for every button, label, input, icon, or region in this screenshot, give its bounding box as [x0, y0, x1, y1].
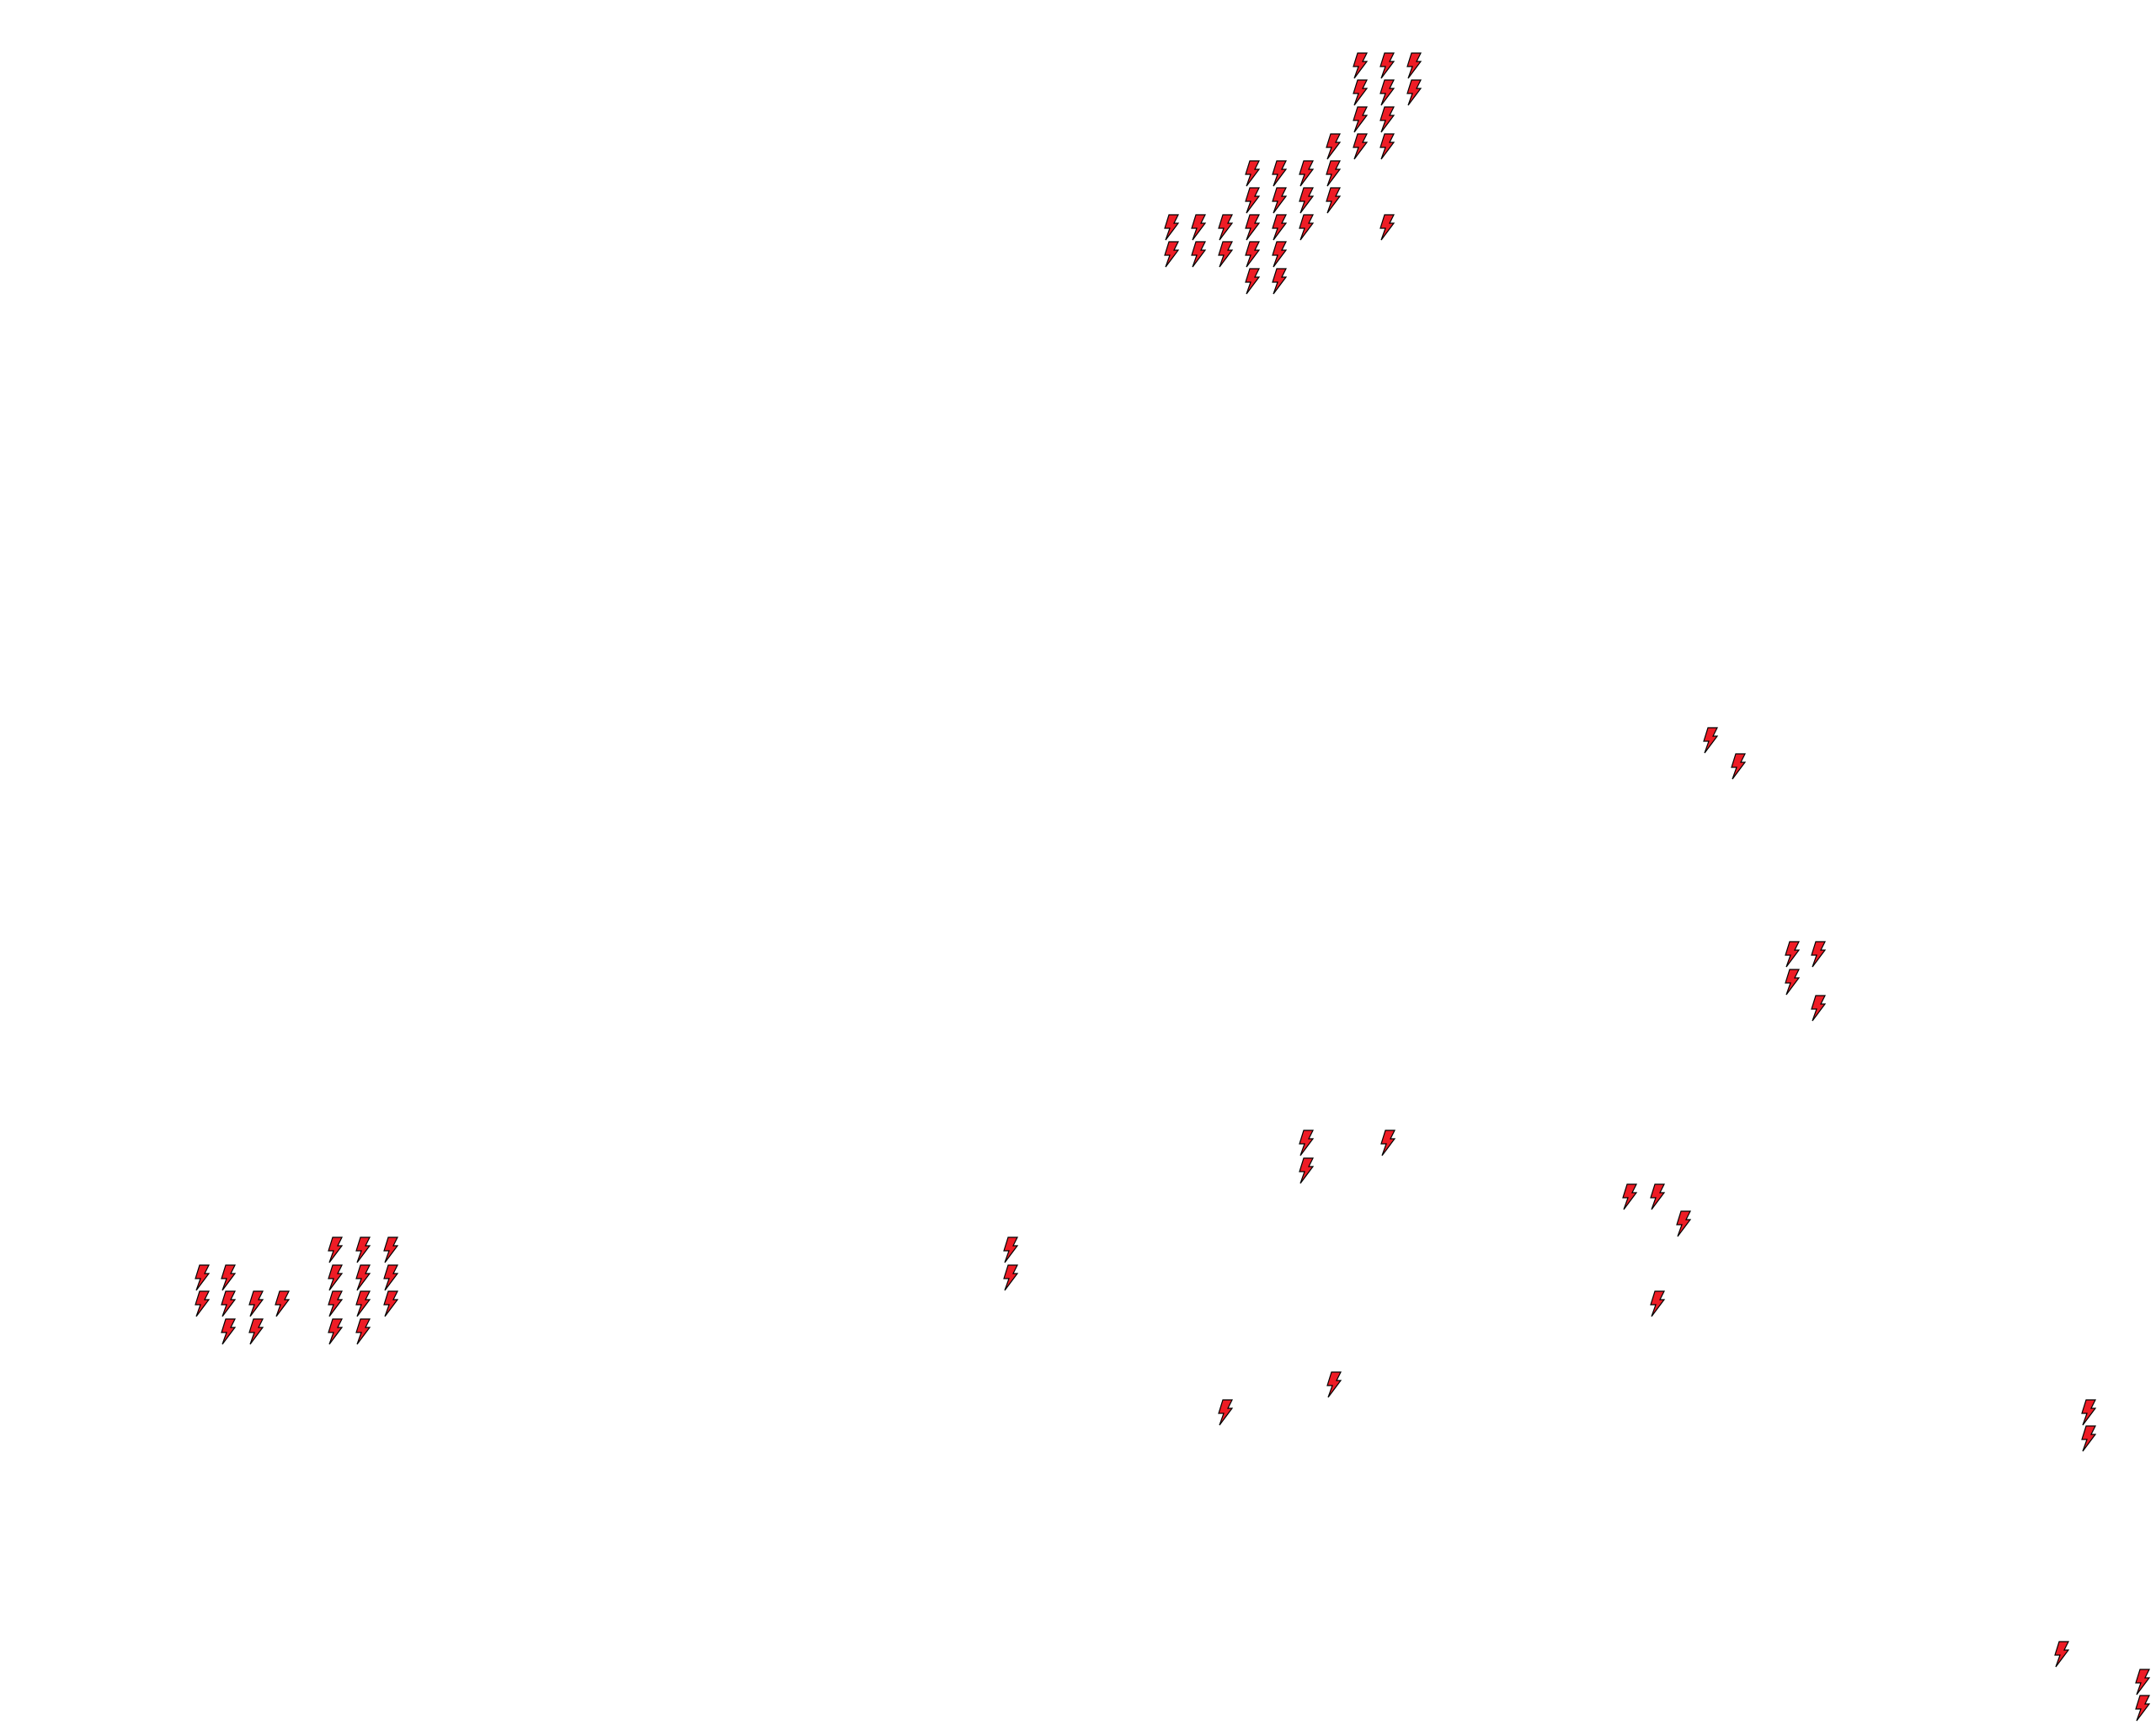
lightning-bolt-icon[interactable] [1379, 52, 1396, 79]
lightning-bolt-icon[interactable] [355, 1290, 371, 1317]
lightning-bolt-icon[interactable] [1379, 133, 1396, 160]
lightning-bolt-icon[interactable] [2080, 1425, 2097, 1452]
lightning-bolt-icon[interactable] [1163, 214, 1180, 241]
lightning-bolt-icon[interactable] [1730, 753, 1747, 780]
lightning-bolt-icon[interactable] [220, 1318, 237, 1345]
lightning-bolt-icon[interactable] [327, 1264, 344, 1291]
lightning-bolt-icon[interactable] [382, 1236, 399, 1263]
lightning-bolt-icon[interactable] [355, 1264, 371, 1291]
lightning-bolt-icon[interactable] [1675, 1210, 1692, 1237]
lightning-bolt-icon[interactable] [1217, 1399, 1234, 1426]
lightning-bolt-icon[interactable] [1190, 214, 1207, 241]
lightning-bolt-icon[interactable] [355, 1318, 371, 1345]
lightning-bolt-icon[interactable] [1190, 241, 1207, 268]
lightning-bolt-icon[interactable] [1649, 1290, 1666, 1317]
lightning-bolt-icon[interactable] [327, 1290, 344, 1317]
lightning-bolt-icon[interactable] [1352, 133, 1369, 160]
lightning-bolt-icon[interactable] [1784, 941, 1801, 968]
lightning-bolt-icon[interactable] [355, 1236, 371, 1263]
lightning-bolt-icon[interactable] [248, 1318, 264, 1345]
lightning-bolt-icon[interactable] [2134, 1695, 2151, 1722]
lightning-bolt-icon[interactable] [1298, 160, 1315, 187]
lightning-bolt-icon[interactable] [1244, 214, 1261, 241]
lightning-bolt-icon[interactable] [1298, 214, 1315, 241]
lightning-bolt-icon[interactable] [194, 1264, 211, 1291]
lightning-bolt-icon[interactable] [1326, 1371, 1342, 1398]
lightning-bolt-icon[interactable] [1298, 187, 1315, 214]
lightning-bolt-icon[interactable] [1002, 1264, 1019, 1291]
lightning-bolt-icon[interactable] [1352, 52, 1369, 79]
lightning-bolt-icon[interactable] [1621, 1183, 1638, 1210]
lightning-bolt-icon[interactable] [1217, 214, 1234, 241]
lightning-bolt-icon[interactable] [1271, 268, 1288, 295]
lightning-bolt-icon[interactable] [2134, 1669, 2151, 1696]
lightning-bolt-icon[interactable] [1379, 214, 1396, 241]
lightning-bolt-icon[interactable] [1002, 1236, 1019, 1263]
lightning-bolt-icon[interactable] [1271, 187, 1288, 214]
lightning-bolt-icon[interactable] [327, 1318, 344, 1345]
lightning-bolt-icon[interactable] [2053, 1641, 2070, 1668]
lightning-bolt-icon[interactable] [1244, 160, 1261, 187]
lightning-bolt-icon[interactable] [1784, 969, 1801, 996]
lightning-bolt-icon[interactable] [1163, 241, 1180, 268]
lightning-bolt-icon[interactable] [1244, 268, 1261, 295]
lightning-bolt-icon[interactable] [1380, 1130, 1396, 1156]
lightning-bolt-icon[interactable] [220, 1290, 237, 1317]
lightning-bolt-icon[interactable] [248, 1290, 264, 1317]
lightning-bolt-icon[interactable] [1810, 995, 1827, 1022]
lightning-bolt-icon[interactable] [1702, 727, 1719, 754]
lightning-bolt-icon[interactable] [1406, 52, 1422, 79]
lightning-bolt-icon[interactable] [1649, 1183, 1666, 1210]
lightning-bolt-icon[interactable] [1379, 106, 1396, 133]
lightning-bolt-icon[interactable] [1271, 214, 1288, 241]
lightning-bolt-icon[interactable] [194, 1290, 211, 1317]
lightning-bolt-icon[interactable] [1217, 241, 1234, 268]
lightning-bolt-icon[interactable] [1325, 187, 1342, 214]
lightning-bolt-icon[interactable] [1352, 79, 1369, 106]
lightning-bolt-icon[interactable] [1352, 106, 1369, 133]
lightning-bolt-icon[interactable] [1271, 160, 1288, 187]
lightning-bolt-icon[interactable] [1298, 1130, 1315, 1156]
lightning-bolt-icon[interactable] [1810, 941, 1827, 968]
lightning-bolt-icon[interactable] [1271, 241, 1288, 268]
lightning-bolt-icon[interactable] [1325, 160, 1342, 187]
lightning-bolt-icon[interactable] [382, 1290, 399, 1317]
lightning-bolt-icon[interactable] [327, 1236, 344, 1263]
lightning-bolt-icon[interactable] [220, 1264, 237, 1291]
lightning-bolt-icon[interactable] [1244, 241, 1261, 268]
lightning-bolt-icon[interactable] [1244, 187, 1261, 214]
lightning-bolt-icon[interactable] [1406, 79, 1422, 106]
lightning-bolt-icon[interactable] [1325, 133, 1342, 160]
lightning-bolt-icon[interactable] [1298, 1157, 1315, 1184]
lightning-bolt-icon[interactable] [274, 1290, 291, 1317]
lightning-bolt-icon[interactable] [1379, 79, 1396, 106]
lightning-bolt-icon[interactable] [382, 1264, 399, 1291]
lightning-bolt-icon[interactable] [2080, 1399, 2097, 1426]
